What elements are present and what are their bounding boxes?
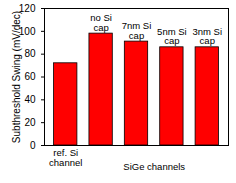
svg-text:no Sicap: no Sicap (90, 12, 112, 33)
svg-text:0: 0 (30, 140, 36, 151)
svg-text:120: 120 (18, 2, 36, 14)
svg-text:20: 20 (24, 117, 36, 128)
svg-text:100: 100 (18, 25, 36, 37)
svg-text:Subthreshold Swing (mV/dec): Subthreshold Swing (mV/dec) (11, 11, 22, 143)
svg-text:ref. Sichannel: ref. Sichannel (49, 147, 82, 168)
svg-text:3nm Sicap: 3nm Sicap (192, 26, 222, 47)
svg-text:60: 60 (24, 71, 36, 82)
svg-text:SiGe channels: SiGe channels (123, 161, 185, 172)
svg-text:5nm Sicap: 5nm Sicap (157, 26, 187, 47)
svg-text:7nm Sicap: 7nm Sicap (122, 20, 152, 41)
svg-text:40: 40 (24, 94, 36, 105)
svg-text:80: 80 (24, 48, 36, 59)
